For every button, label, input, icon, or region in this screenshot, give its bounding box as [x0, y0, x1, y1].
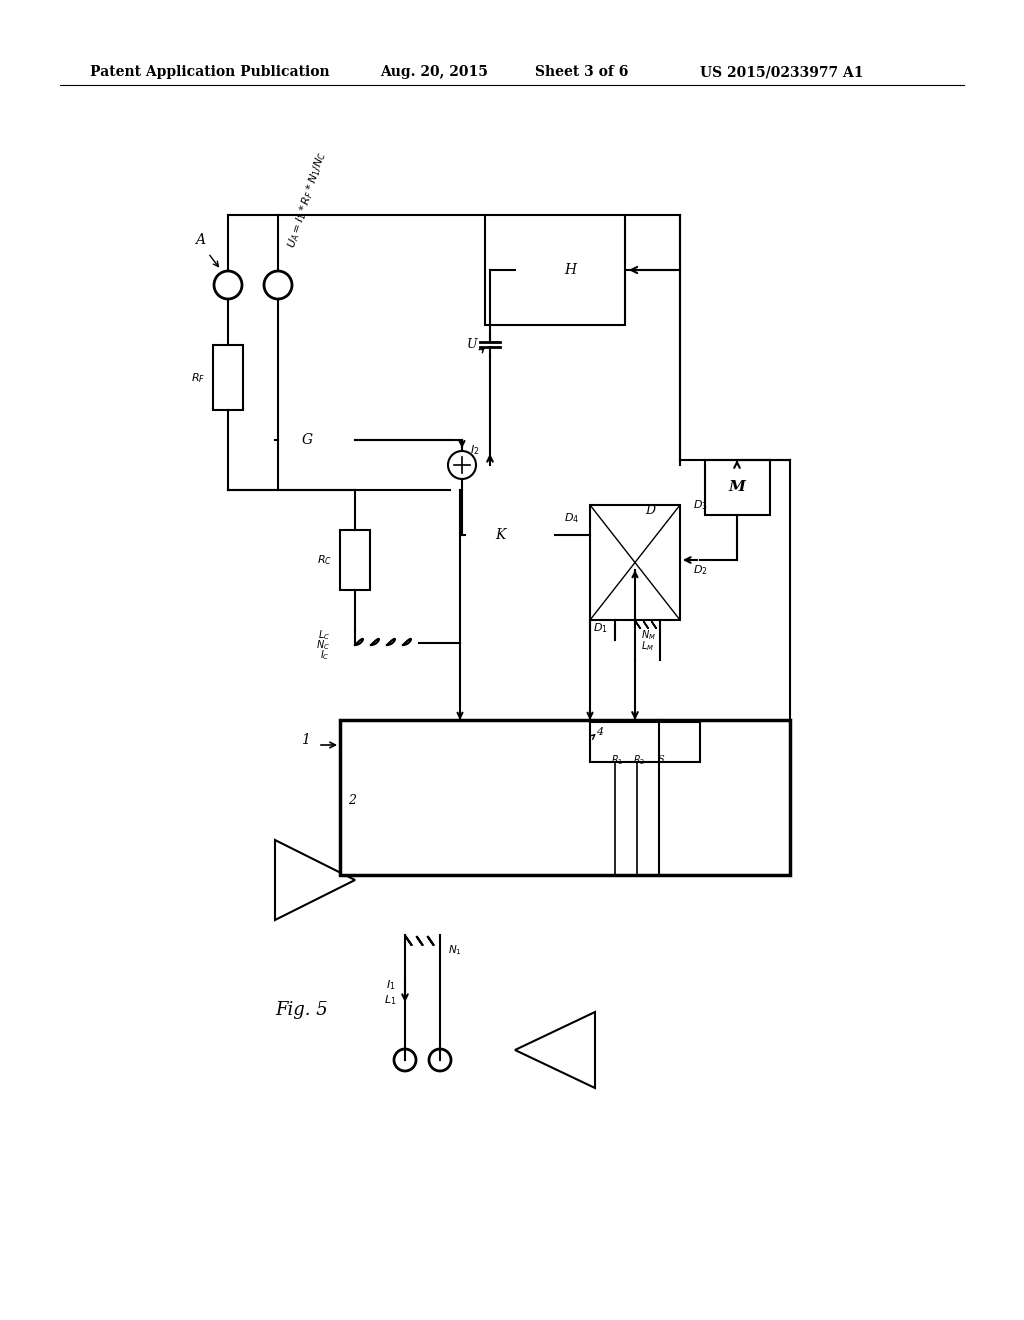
Text: K: K [495, 528, 505, 543]
Text: Aug. 20, 2015: Aug. 20, 2015 [380, 65, 487, 79]
Text: Patent Application Publication: Patent Application Publication [90, 65, 330, 79]
Text: $R_F$: $R_F$ [190, 371, 205, 385]
Text: $U_A=I_1*R_F*N_1/N_C$: $U_A=I_1*R_F*N_1/N_C$ [285, 149, 330, 251]
Text: M: M [728, 480, 745, 494]
Text: G: G [301, 433, 312, 447]
Text: A: A [195, 234, 205, 247]
Bar [485, 215, 625, 325]
Text: Fig. 5: Fig. 5 [275, 1001, 328, 1019]
Text: $I_C$: $I_C$ [321, 648, 330, 661]
Text: $D_2$: $D_2$ [692, 564, 708, 577]
Text: $D_4$: $D_4$ [564, 511, 580, 525]
Text: US 2015/0233977 A1: US 2015/0233977 A1 [700, 65, 863, 79]
Text: $D_3$: $D_3$ [692, 498, 708, 512]
Text: $L_1$: $L_1$ [384, 993, 396, 1007]
Text: $N_C$: $N_C$ [316, 638, 330, 652]
Text: 1: 1 [301, 733, 309, 747]
Bar [340, 531, 370, 590]
Text: D: D [645, 503, 655, 516]
Text: S: S [657, 755, 665, 764]
Text: $L_M$: $L_M$ [641, 639, 654, 653]
Text: $R_2$: $R_2$ [633, 754, 645, 767]
Text: $L_C$: $L_C$ [317, 628, 330, 642]
Bar [705, 459, 770, 515]
Bar [340, 719, 790, 875]
Text: H: H [564, 263, 577, 277]
Text: 2: 2 [348, 793, 356, 807]
Bar [590, 506, 680, 620]
Text: $N_1$: $N_1$ [449, 942, 462, 957]
Text: U: U [467, 338, 477, 351]
Text: $I_2$: $I_2$ [470, 444, 479, 457]
Text: $D_1$: $D_1$ [593, 622, 607, 635]
Text: $R_1$: $R_1$ [610, 754, 624, 767]
Text: $N_M$: $N_M$ [641, 628, 655, 642]
Bar [590, 722, 700, 762]
Text: $R_C$: $R_C$ [316, 553, 332, 566]
Bar [590, 506, 680, 620]
Text: Sheet 3 of 6: Sheet 3 of 6 [535, 65, 629, 79]
Text: 4: 4 [596, 727, 603, 737]
Bar [213, 345, 243, 411]
Text: $I_1$: $I_1$ [386, 978, 396, 991]
